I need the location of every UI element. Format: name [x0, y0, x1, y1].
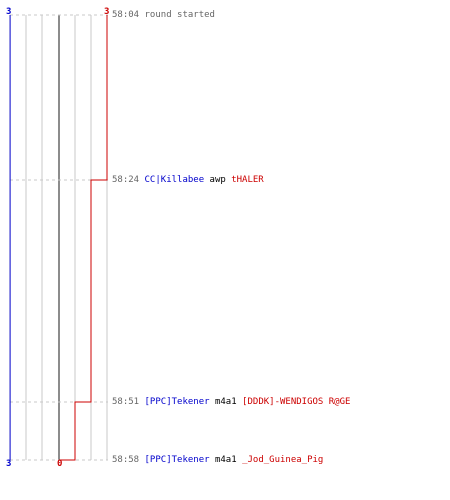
red-end-count: 0 [57, 459, 63, 469]
event-row: 58:51 [PPC]Tekener m4a1 [DDDK]-WENDIGOS … [112, 397, 350, 407]
event-text: round started [144, 10, 215, 20]
event-time: 58:58 [112, 455, 145, 465]
killer-name: [PPC]Tekener [144, 455, 210, 465]
event-row: 58:04 round started [112, 10, 215, 20]
blue-start-count: 3 [6, 7, 12, 17]
killer-name: [PPC]Tekener [144, 397, 210, 407]
killer-name: CC|Killabee [144, 175, 205, 185]
red-start-count: 3 [104, 7, 110, 17]
victim-name: [DDDK]-WENDIGOS R@GE [242, 397, 351, 407]
grid-lines [9, 15, 108, 460]
weapon-name: m4a1 [209, 455, 243, 465]
event-time: 58:51 [112, 397, 145, 407]
event-time: 58:04 [112, 10, 145, 20]
blue-end-count: 3 [6, 459, 12, 469]
red-team-alive-line [59, 15, 108, 461]
weapon-name: m4a1 [209, 397, 243, 407]
victim-name: tHALER [231, 175, 264, 185]
event-row: 58:24 CC|Killabee awp tHALER [112, 175, 264, 185]
victim-name: _Jod_Guinea_Pig [242, 455, 324, 465]
weapon-name: awp [204, 175, 232, 185]
event-row: 58:58 [PPC]Tekener m4a1 _Jod_Guinea_Pig [112, 455, 323, 465]
event-time: 58:24 [112, 175, 145, 185]
